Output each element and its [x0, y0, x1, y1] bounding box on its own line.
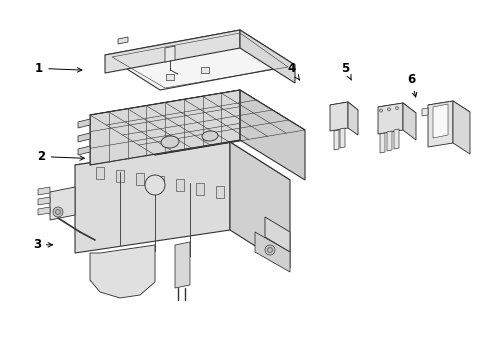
Circle shape	[145, 175, 165, 195]
Bar	[196, 183, 204, 195]
Polygon shape	[230, 142, 290, 268]
Polygon shape	[240, 30, 295, 83]
Polygon shape	[255, 232, 290, 272]
Polygon shape	[428, 101, 453, 147]
Text: 1: 1	[35, 62, 82, 75]
Bar	[216, 186, 224, 198]
Circle shape	[55, 210, 60, 215]
Polygon shape	[378, 103, 403, 134]
Polygon shape	[387, 131, 392, 151]
Circle shape	[388, 108, 391, 111]
Polygon shape	[394, 129, 399, 149]
Polygon shape	[453, 101, 470, 154]
Text: 6: 6	[408, 73, 417, 97]
Text: 5: 5	[342, 62, 351, 80]
Polygon shape	[433, 104, 448, 138]
Polygon shape	[38, 197, 50, 205]
Polygon shape	[334, 130, 339, 150]
Polygon shape	[78, 119, 90, 128]
Polygon shape	[330, 102, 348, 131]
Polygon shape	[348, 102, 358, 135]
Text: 3: 3	[33, 238, 52, 251]
Polygon shape	[403, 103, 416, 140]
Polygon shape	[38, 207, 50, 215]
Circle shape	[265, 245, 275, 255]
Polygon shape	[240, 90, 305, 180]
Polygon shape	[90, 90, 305, 155]
Polygon shape	[118, 37, 128, 44]
Bar	[136, 173, 144, 185]
Bar	[156, 176, 164, 188]
Polygon shape	[105, 30, 240, 73]
Polygon shape	[78, 146, 90, 155]
Circle shape	[53, 207, 63, 217]
Polygon shape	[38, 187, 50, 195]
Polygon shape	[90, 90, 240, 165]
Bar	[116, 170, 124, 182]
Polygon shape	[90, 245, 155, 298]
Polygon shape	[175, 242, 190, 288]
Ellipse shape	[202, 131, 218, 141]
Polygon shape	[105, 30, 295, 90]
Polygon shape	[378, 103, 416, 117]
Polygon shape	[428, 101, 470, 116]
Bar	[201, 67, 209, 73]
Polygon shape	[380, 133, 385, 153]
Circle shape	[268, 248, 272, 252]
Polygon shape	[340, 128, 345, 148]
Bar	[176, 179, 184, 192]
Polygon shape	[265, 217, 290, 252]
Circle shape	[395, 107, 398, 110]
Polygon shape	[330, 102, 358, 113]
Polygon shape	[50, 187, 75, 220]
Polygon shape	[165, 46, 175, 62]
Polygon shape	[422, 108, 428, 116]
Polygon shape	[75, 142, 290, 205]
Polygon shape	[78, 133, 90, 142]
Circle shape	[379, 109, 383, 112]
Ellipse shape	[161, 136, 179, 148]
Text: 2: 2	[38, 150, 84, 163]
Text: 4: 4	[288, 62, 299, 80]
Bar	[96, 167, 104, 179]
Bar	[166, 74, 174, 80]
Polygon shape	[75, 142, 230, 253]
